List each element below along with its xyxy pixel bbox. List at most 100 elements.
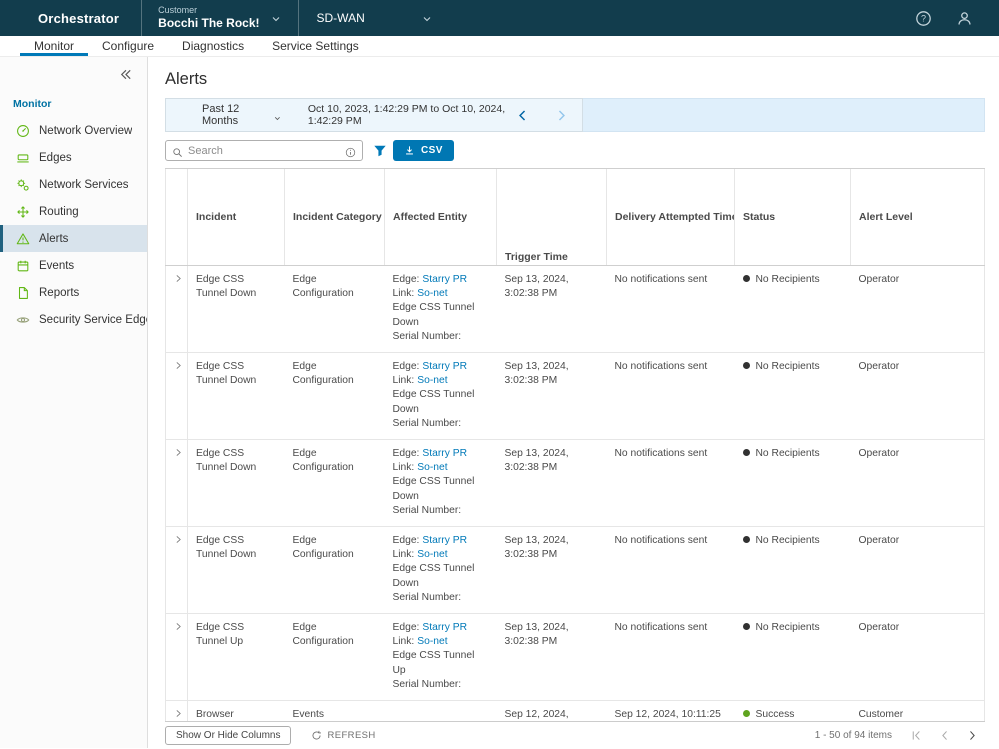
- service-switcher[interactable]: SD-WAN: [299, 11, 451, 25]
- incident-cell: Browser enterprise Login: [187, 700, 285, 721]
- customer-name: Bocchi The Rock!: [158, 16, 260, 31]
- sidebar-item-routing[interactable]: Routing: [0, 198, 147, 225]
- status-label: No Recipients: [755, 361, 820, 373]
- sidebar-item-edges[interactable]: Edges: [0, 144, 147, 171]
- alert-level-cell: Operator: [850, 352, 985, 441]
- entity-link[interactable]: So-net: [417, 375, 448, 387]
- entity-link[interactable]: So-net: [417, 636, 448, 648]
- status-dot-icon: [742, 449, 750, 457]
- divider: [141, 0, 143, 36]
- status-dot-icon: [742, 362, 750, 370]
- sidebar-collapse-icon[interactable]: [118, 67, 133, 82]
- entity-line: Link: So-net: [393, 635, 489, 649]
- tab-monitor[interactable]: Monitor: [20, 36, 89, 56]
- expand-chevron-icon[interactable]: [174, 535, 183, 544]
- expand-chevron-icon[interactable]: [174, 274, 183, 283]
- sort-desc-icon: [590, 253, 607, 265]
- csv-export-button[interactable]: CSV: [393, 140, 454, 161]
- entity-label: Link:: [392, 375, 415, 387]
- column-header-affected-entity[interactable]: Affected Entity: [384, 168, 497, 266]
- main-nav-tabs: Monitor Configure Diagnostics Service Setti…: [0, 36, 999, 57]
- page-first-icon[interactable]: [910, 729, 923, 742]
- sidebar-item-reports[interactable]: Reports: [0, 279, 147, 306]
- column-header-delivery-attempted-time[interactable]: Delivery Attempted Time: [606, 168, 735, 266]
- page-next-icon[interactable]: [966, 729, 979, 742]
- time-prev-icon[interactable]: [516, 109, 529, 122]
- expand-chevron-icon[interactable]: [174, 448, 183, 457]
- incident-cell: Edge CSS Tunnel Down: [187, 526, 285, 615]
- status-label: Success: [755, 709, 795, 721]
- page-prev-icon[interactable]: [938, 729, 951, 742]
- affected-entity-cell: Edge: Starry PR Link: So-net Edge CSS Tunnel…: [384, 265, 497, 354]
- calendar-icon: [16, 259, 30, 273]
- entity-line: Edge CSS Tunnel Down: [392, 563, 475, 589]
- column-header-alert-level[interactable]: Alert Level: [850, 168, 985, 266]
- refresh-button[interactable]: REFRESH: [311, 730, 375, 741]
- trigger-time-cell: Sep 12, 2024, 10:11:16 AM: [496, 700, 607, 721]
- show-hide-columns-button[interactable]: Show Or Hide Columns: [165, 725, 292, 745]
- entity-link[interactable]: Starry PR: [422, 448, 468, 460]
- entity-link[interactable]: So-net: [417, 462, 448, 474]
- table-row: Edge CSS Tunnel Up Edge Configuration Edge…: [165, 613, 985, 702]
- user-icon[interactable]: [956, 10, 973, 27]
- column-header-trigger-time[interactable]: Trigger Time: [496, 168, 607, 266]
- delivery-attempted-time-cell: No notifications sent: [606, 265, 735, 354]
- refresh-icon: [311, 730, 322, 741]
- entity-link[interactable]: Starry PR: [422, 274, 468, 285]
- table-row: Edge CSS Tunnel Down Edge Configuration Ed…: [165, 352, 985, 441]
- sidebar-item-security-service-edge-s[interactable]: Security Service Edge (S..: [0, 306, 147, 333]
- tab-configure[interactable]: Configure: [102, 38, 155, 53]
- sidebar-item-label: Security Service Edge (S..: [39, 313, 147, 326]
- status-dot-icon: [742, 623, 750, 631]
- expand-chevron-icon[interactable]: [174, 361, 183, 370]
- sidebar-item-network-overview[interactable]: Network Overview: [0, 117, 147, 144]
- expand-chevron-icon[interactable]: [174, 622, 183, 631]
- sidebar-item-label: Alerts: [39, 232, 69, 245]
- tab-service-settings[interactable]: Service Settings: [272, 38, 359, 53]
- time-range-select[interactable]: Past 12 Months: [202, 103, 282, 127]
- status-label: No Recipients: [755, 535, 820, 547]
- entity-link[interactable]: Starry PR: [422, 535, 468, 547]
- sidebar-item-label: Events: [39, 259, 75, 272]
- column-header-incident-category[interactable]: Incident Category: [284, 168, 385, 266]
- column-header-incident[interactable]: Incident: [187, 168, 285, 266]
- entity-line: Edge CSS Tunnel Down: [392, 302, 475, 328]
- filter-funnel-icon[interactable]: [373, 144, 387, 158]
- trigger-time-cell: Sep 13, 2024, 3:02:38 PM: [496, 352, 607, 441]
- entity-label: Link:: [392, 636, 415, 648]
- entity-label: Edge:: [392, 274, 420, 285]
- time-next-icon[interactable]: [555, 109, 568, 122]
- search-input[interactable]: [188, 144, 340, 157]
- entity-link[interactable]: So-net: [417, 288, 448, 300]
- entity-label: Edge:: [392, 361, 420, 373]
- entity-link[interactable]: Starry PR: [422, 361, 468, 373]
- sidebar-item-alerts[interactable]: Alerts: [0, 225, 147, 252]
- entity-line: Link: So-net: [393, 287, 489, 301]
- top-header-bar: Orchestrator Customer Bocchi The Rock! S…: [0, 0, 999, 36]
- sidebar-item-network-services[interactable]: Network Services: [0, 171, 147, 198]
- entity-link[interactable]: Starry PR: [422, 622, 468, 634]
- status-dot-icon: [742, 275, 750, 282]
- customer-switcher[interactable]: Customer Bocchi The Rock!: [142, 5, 297, 31]
- entity-line: Edge: Starry PR: [393, 534, 489, 548]
- expand-chevron-icon[interactable]: [174, 709, 183, 718]
- entity-label: Edge:: [392, 448, 420, 460]
- column-header-status[interactable]: Status: [734, 168, 851, 266]
- help-icon[interactable]: ?: [915, 10, 932, 27]
- entity-label: Link:: [392, 549, 415, 561]
- tab-diagnostics[interactable]: Diagnostics: [182, 38, 245, 53]
- info-icon[interactable]: [345, 145, 356, 158]
- customer-label: Customer: [158, 4, 198, 15]
- sidebar: Monitor Network Overview Edges Network Ser…: [0, 57, 148, 748]
- affected-entity-cell: Edge: Starry PR Link: So-net Edge CSS Tunnel…: [384, 439, 497, 528]
- entity-label: Edge:: [392, 622, 420, 634]
- entity-line: Edge: Starry PR: [393, 621, 489, 635]
- entity-line: Link: So-net: [393, 374, 489, 388]
- incident-category-cell: Events: [284, 700, 385, 721]
- column-header-label: Alert Level: [859, 211, 913, 223]
- affected-entity-cell: Edge: Starry PR Link: So-net Edge CSS Tunnel…: [384, 613, 497, 702]
- alert-level-cell: Customer: [850, 700, 985, 721]
- status-label: No Recipients: [755, 448, 820, 460]
- sidebar-item-events[interactable]: Events: [0, 252, 147, 279]
- entity-link[interactable]: So-net: [417, 549, 448, 561]
